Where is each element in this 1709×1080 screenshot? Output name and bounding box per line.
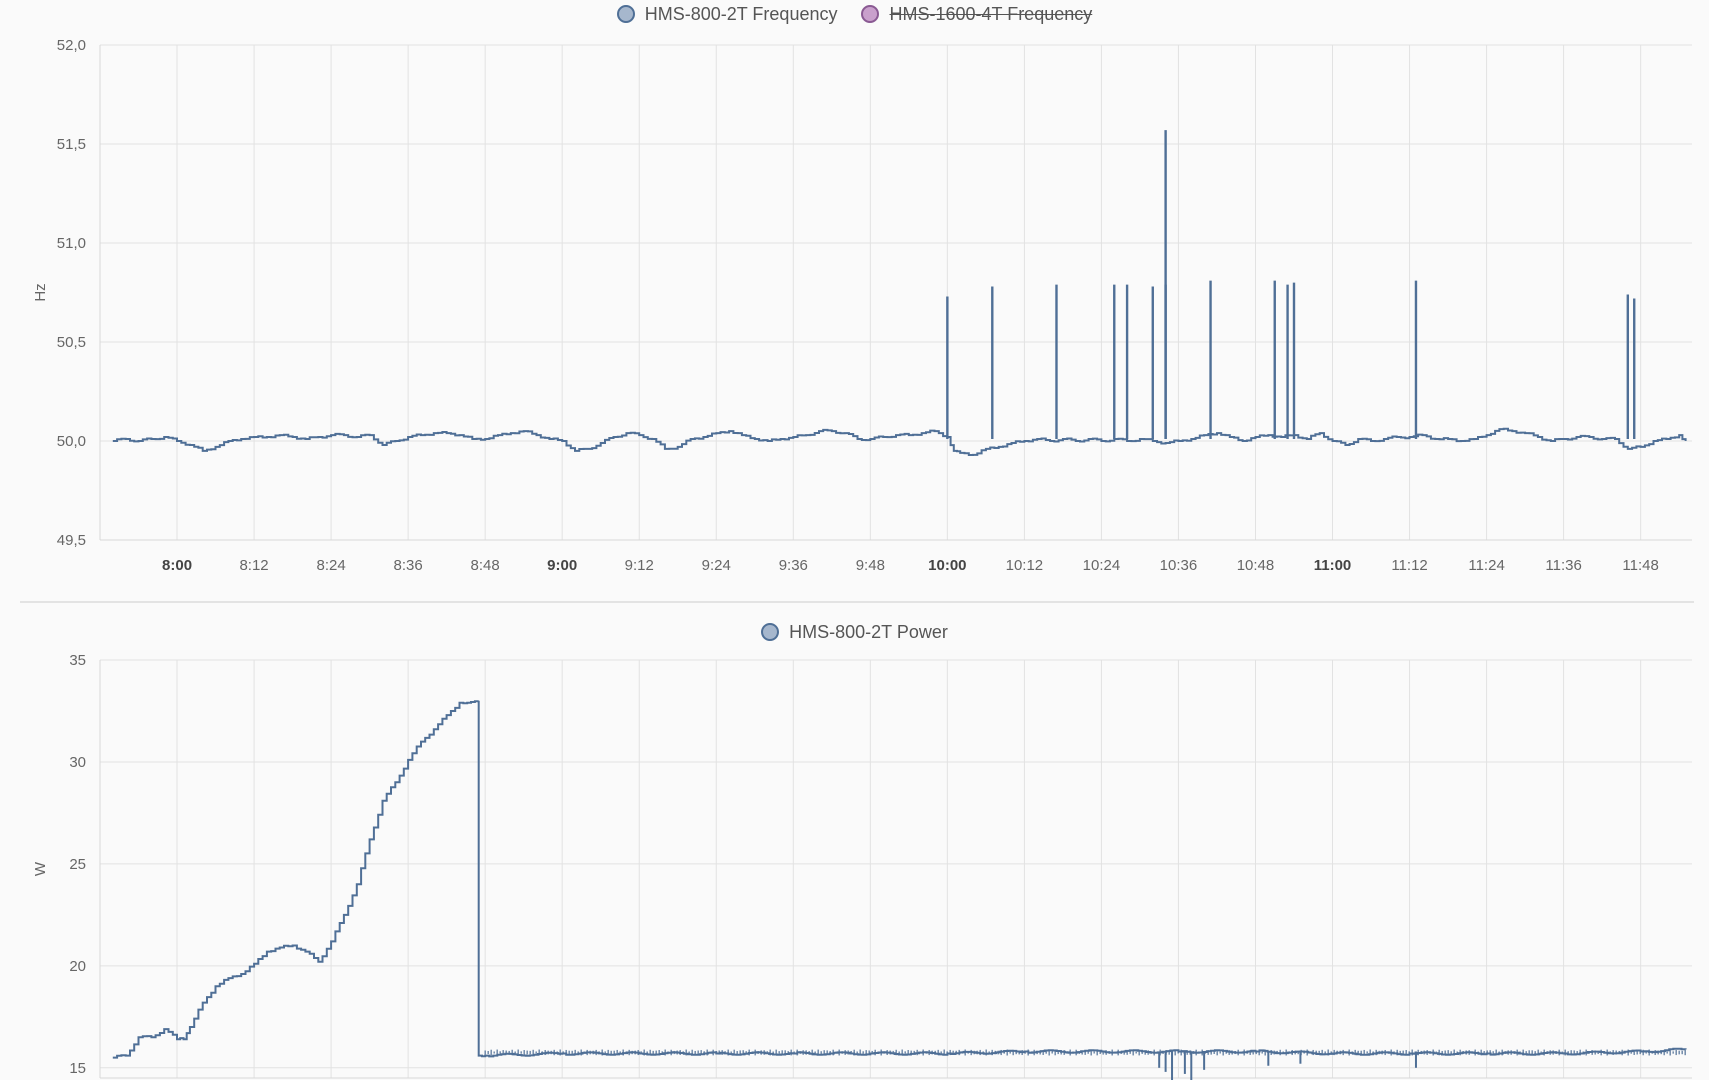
y-tick-label: 49,5 (57, 532, 86, 549)
x-tick-label: 10:00 (928, 557, 966, 574)
frequency-legend: HMS-800-2T Frequency HMS-1600-4T Frequen… (0, 0, 1709, 28)
x-tick-label: 11:24 (1468, 557, 1504, 574)
legend-label: HMS-800-2T Power (789, 621, 948, 642)
x-tick-label: 8:00 (162, 557, 192, 574)
legend-label: HMS-800-2T Frequency (644, 3, 838, 24)
x-tick-label: 8:12 (239, 557, 268, 574)
x-tick-label: 10:48 (1237, 557, 1275, 574)
y-tick-label: 20 (69, 958, 86, 975)
y-tick-label: 15 (69, 1060, 86, 1077)
y-tick-label: 30 (69, 754, 86, 771)
legend-swatch-hms-800-2t-power (761, 623, 780, 641)
grid (100, 44, 1692, 541)
power-chart: HMS-800-2T Power 35 30 25 20 15 W (0, 603, 1709, 1080)
chart-divider (20, 601, 1694, 603)
y-tick-label: 50,0 (57, 433, 86, 450)
y-axis-label: Hz (32, 283, 49, 301)
x-tick-label: 10:12 (1006, 557, 1044, 574)
x-tick-label: 10:36 (1160, 557, 1198, 574)
x-tick-label: 8:36 (394, 557, 423, 574)
legend-item-hms-800-2t-power[interactable]: HMS-800-2T Power (761, 622, 948, 643)
legend-swatch-hms-800-2t-frequency (616, 5, 635, 23)
legend-item-hms-1600-4t-frequency[interactable]: HMS-1600-4T Frequency (861, 4, 1092, 25)
x-tick-label: 11:36 (1545, 557, 1581, 574)
y-axis-label: W (32, 861, 49, 876)
x-tick-label: 8:48 (471, 557, 500, 574)
x-tick-label: 9:48 (856, 557, 885, 574)
legend-label: HMS-1600-4T Frequency (889, 3, 1093, 24)
x-tick-label: 9:36 (779, 557, 808, 574)
x-tick-label: 11:12 (1391, 557, 1427, 574)
y-tick-label: 50,5 (57, 334, 86, 351)
x-tick-label: 8:24 (316, 557, 345, 574)
y-tick-label: 51,5 (57, 136, 86, 153)
frequency-chart: HMS-800-2T Frequency HMS-1600-4T Frequen… (0, 0, 1709, 603)
grid (100, 659, 1692, 1078)
legend-item-hms-800-2t-frequency[interactable]: HMS-800-2T Frequency (616, 3, 838, 25)
y-tick-label: 52,0 (57, 37, 86, 54)
x-tick-label: 9:00 (547, 557, 577, 574)
series-line (112, 427, 1687, 456)
y-tick-label: 25 (69, 856, 86, 873)
power-plot[interactable]: 35 30 25 20 15 W (0, 603, 1709, 1080)
legend-swatch-hms-1600-4t-frequency (861, 5, 880, 23)
power-legend: HMS-800-2T Power (0, 618, 1709, 646)
power-noise-band (484, 1049, 1686, 1056)
y-tick-label: 51,0 (57, 235, 86, 252)
x-tick-label: 9:24 (702, 557, 731, 574)
x-tick-label: 11:00 (1314, 557, 1352, 574)
x-tick-label: 10:24 (1083, 557, 1121, 574)
y-tick-label: 35 (69, 652, 86, 669)
series-line (112, 700, 1687, 1059)
x-tick-label: 11:48 (1622, 557, 1658, 574)
frequency-plot[interactable]: 52,0 51,5 51,0 50,5 50,0 49,5 8:00 8:12 8:24 8:36… (0, 0, 1709, 603)
x-tick-label: 9:12 (625, 557, 654, 574)
